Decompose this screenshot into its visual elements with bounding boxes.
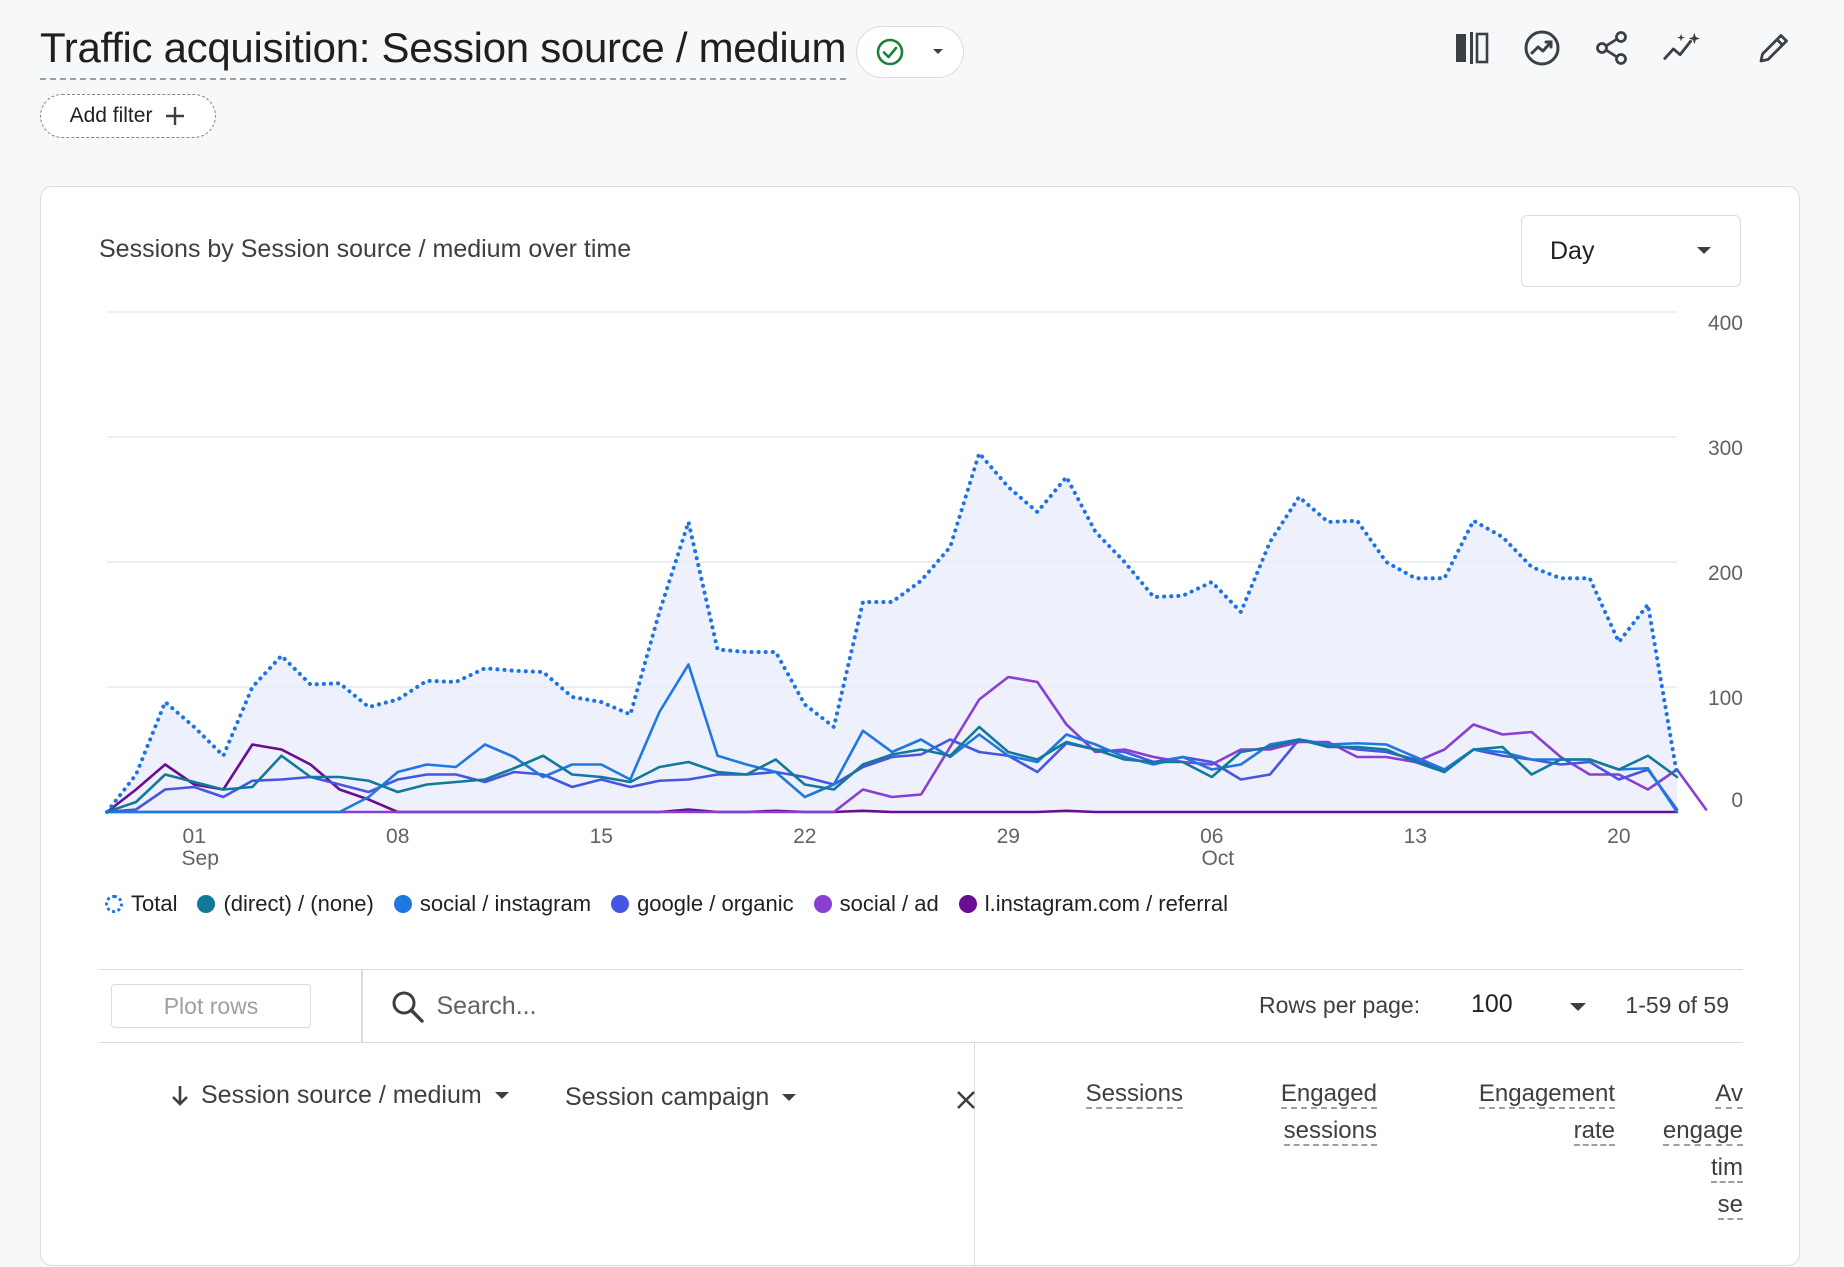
arrow-down-icon (172, 1085, 188, 1106)
caret-down-icon (933, 49, 944, 54)
edit-button[interactable] (1754, 28, 1794, 68)
close-icon[interactable] (955, 1089, 977, 1111)
pencil-icon (1759, 34, 1788, 63)
granularity-value: Day (1550, 236, 1595, 265)
secondary-dimension-header[interactable]: Session campaign (565, 1083, 797, 1112)
metric-line: Engagement (1478, 1080, 1615, 1109)
toolbar-divider (361, 969, 363, 1043)
add-filter-label: Add filter (69, 104, 153, 127)
x-tick-label: 06 (1200, 825, 1223, 848)
caret-down-icon (494, 1091, 509, 1099)
metric-header-engaged-sessions[interactable]: Engaged sessions (1217, 1075, 1377, 1149)
y-tick-label: 100 (1708, 687, 1743, 710)
share-button[interactable] (1592, 28, 1632, 68)
metric-line: se (1717, 1191, 1743, 1220)
table-header: Session source / medium Session campaign… (99, 1043, 1743, 1267)
legend-dot-marker (611, 895, 630, 913)
status-dropdown[interactable] (856, 26, 965, 78)
chart-legend: Total (direct) / (none) social / instagr… (105, 891, 1228, 917)
x-tick-sublabel: Oct (1201, 847, 1234, 870)
report-toolbar (1452, 28, 1794, 68)
add-filter-button[interactable]: Add filter (40, 94, 216, 138)
series-line-instagram (105, 663, 1679, 814)
x-tick-label: 20 (1607, 825, 1630, 848)
metric-line: Sessions (1085, 1080, 1183, 1109)
metric-line: tim (1711, 1154, 1743, 1183)
legend-item-referral[interactable]: l.instagram.com / referral (958, 891, 1228, 917)
plus-icon (166, 107, 185, 125)
legend-label: google / organic (637, 891, 794, 916)
granularity-select[interactable]: Day (1521, 215, 1741, 287)
compare-icon (1456, 32, 1489, 64)
series-line-google (105, 738, 1679, 814)
series-line-referral (105, 743, 1679, 814)
x-tick-label: 29 (997, 825, 1020, 848)
legend-label: (direct) / (none) (223, 891, 374, 916)
table-toolbar: Plot rows Rows per page: 100 1-59 of 59 (99, 969, 1743, 1043)
insights-button[interactable] (1522, 28, 1562, 68)
series-line-total (105, 451, 1679, 814)
metric-line: rate (1573, 1117, 1615, 1146)
search-icon (392, 991, 424, 1023)
legend-item-total[interactable]: Total (105, 891, 177, 917)
plot-rows-button[interactable]: Plot rows (111, 984, 311, 1028)
primary-dimension-header[interactable]: Session source / medium (171, 1081, 510, 1110)
x-tick-sublabel: Sep (182, 847, 219, 870)
legend-label: l.instagram.com / referral (984, 891, 1228, 916)
x-tick-label: 01 (183, 825, 206, 848)
legend-dot-marker (197, 895, 216, 913)
x-tick-label: 22 (793, 825, 816, 848)
x-tick-label: 13 (1404, 825, 1427, 848)
dimension-header-cell: Session source / medium Session campaign (99, 1043, 975, 1267)
page-title[interactable]: Traffic acquisition: Session source / me… (40, 24, 846, 80)
series-line-social_ad (105, 675, 1708, 814)
legend-item-google-organic[interactable]: google / organic (611, 891, 794, 917)
caret-down-icon (1697, 247, 1711, 254)
total-area-fill (107, 453, 1677, 812)
secondary-dimension-label: Session campaign (565, 1083, 770, 1111)
rows-per-page-select[interactable]: 100 (1471, 990, 1513, 1018)
metric-line: Av (1715, 1080, 1743, 1109)
pagination-text: 1-59 of 59 (1625, 992, 1729, 1018)
legend-ring-marker (105, 895, 123, 913)
sparkle-trend-icon (1663, 32, 1701, 60)
share-icon (1596, 31, 1627, 65)
legend-dot-marker (813, 895, 832, 913)
primary-dimension-label: Session source / medium (201, 1081, 482, 1109)
series-line-direct (105, 725, 1679, 814)
legend-label: Total (131, 891, 178, 916)
title-row: Traffic acquisition: Session source / me… (40, 24, 965, 80)
legend-item-direct[interactable]: (direct) / (none) (197, 891, 374, 917)
compare-button[interactable] (1452, 28, 1492, 68)
legend-item-social-instagram[interactable]: social / instagram (393, 891, 592, 917)
rows-per-page-label: Rows per page: (1259, 992, 1421, 1018)
legend-label: social / instagram (419, 891, 592, 916)
caret-down-icon (782, 1093, 797, 1101)
y-tick-label: 0 (1731, 789, 1743, 812)
legend-dot-marker (958, 895, 977, 913)
metric-line: sessions (1283, 1117, 1377, 1146)
legend-dot-marker (393, 895, 412, 913)
sparkle-insights-button[interactable] (1662, 28, 1702, 68)
report-card: Sessions by Session source / medium over… (40, 186, 1800, 1267)
x-tick-label: 08 (386, 825, 409, 848)
metric-line: engage (1662, 1117, 1743, 1146)
check-circle-icon (876, 38, 904, 66)
y-tick-label: 300 (1708, 437, 1743, 460)
metric-line: Engaged (1280, 1080, 1377, 1109)
metric-header-sessions[interactable]: Sessions (1059, 1075, 1183, 1112)
y-tick-label: 400 (1708, 312, 1743, 335)
y-tick-label: 200 (1708, 562, 1743, 585)
metric-header-avg-engagement-time[interactable]: Av engage tim se (1639, 1075, 1743, 1245)
metric-header-engagement-rate[interactable]: Engagement rate (1399, 1075, 1615, 1149)
x-tick-label: 15 (590, 825, 613, 848)
trend-circle-icon (1524, 30, 1560, 66)
caret-down-icon[interactable] (1569, 1002, 1587, 1013)
legend-label: social / ad (839, 891, 939, 916)
chart-title: Sessions by Session source / medium over… (99, 235, 632, 263)
legend-item-social-ad[interactable]: social / ad (813, 891, 939, 917)
search-input[interactable] (392, 984, 993, 1028)
